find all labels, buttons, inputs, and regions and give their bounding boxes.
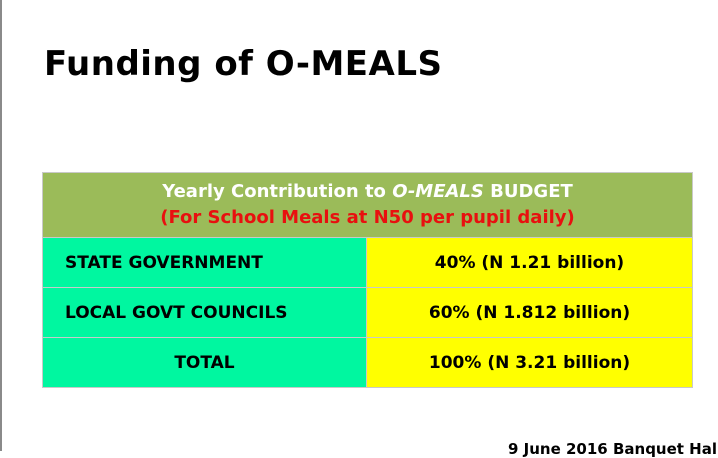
row-value-total: 100% (N 3.21 billion)	[366, 337, 693, 388]
footer-note: 9 June 2016 Banquet Hall	[508, 440, 718, 458]
row-value: 60% (N 1.812 billion)	[366, 287, 693, 338]
table-row: LOCAL GOVT COUNCILS 60% (N 1.812 billion…	[42, 287, 693, 338]
row-label-total: TOTAL	[42, 337, 367, 388]
table-header-row: Yearly Contribution to O-MEALS BUDGET (F…	[42, 172, 693, 238]
heading-suffix: BUDGET	[483, 181, 573, 202]
funding-table: Yearly Contribution to O-MEALS BUDGET (F…	[42, 172, 693, 388]
table-row: STATE GOVERNMENT 40% (N 1.21 billion)	[42, 237, 693, 288]
heading-prefix: Yearly Contribution to	[162, 181, 393, 202]
table-subheading: (For School Meals at N50 per pupil daily…	[160, 207, 575, 228]
table-heading: Yearly Contribution to O-MEALS BUDGET	[43, 179, 692, 205]
table-row-total: TOTAL 100% (N 3.21 billion)	[42, 337, 693, 388]
row-label: STATE GOVERNMENT	[42, 237, 367, 288]
slide-left-border	[0, 0, 2, 451]
table-header: Yearly Contribution to O-MEALS BUDGET (F…	[42, 172, 693, 238]
row-value: 40% (N 1.21 billion)	[366, 237, 693, 288]
slide-title: Funding of O-MEALS	[44, 44, 443, 84]
row-label: LOCAL GOVT COUNCILS	[42, 287, 367, 338]
heading-emphasis: O-MEALS	[392, 181, 484, 202]
